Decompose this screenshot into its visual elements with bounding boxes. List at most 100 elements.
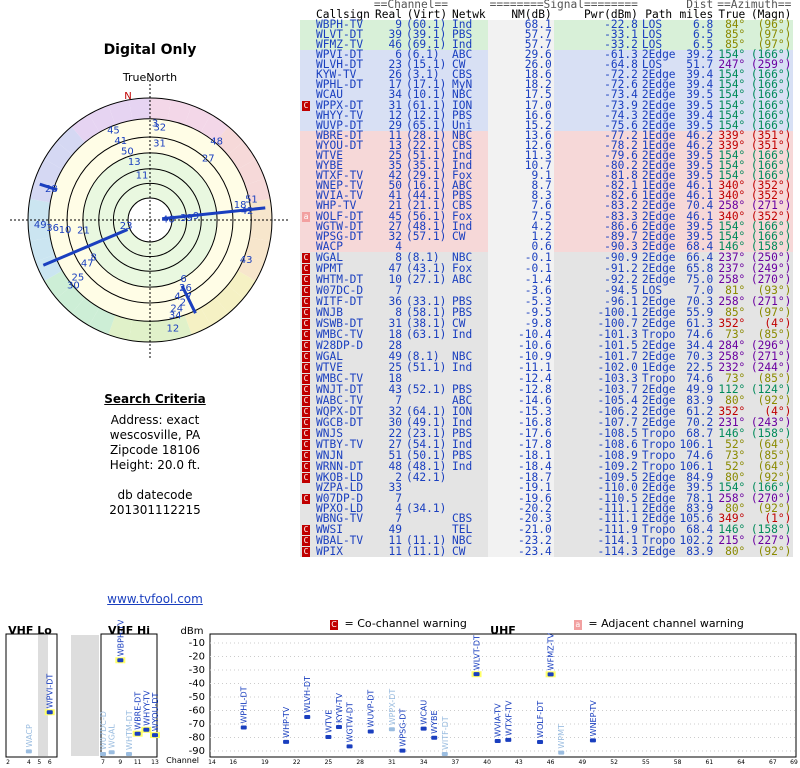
cell-dist: 68.4 bbox=[677, 241, 716, 252]
cell-netwk: PBS bbox=[449, 306, 488, 318]
table-row: C WPPX-DT 31 (61.1) ION 17.0 -73.9 2Edge 39.5 154… bbox=[300, 99, 794, 111]
cell-pwr: -74.3 bbox=[553, 110, 640, 121]
cell-callsign: WTVE bbox=[314, 361, 372, 373]
cell-marker: C bbox=[300, 439, 314, 450]
cell-real: 30 bbox=[371, 416, 404, 428]
cell-virt: (22.1) bbox=[403, 140, 450, 151]
cell-netwk: PBS bbox=[449, 110, 488, 121]
cell-netwk: CBS bbox=[449, 69, 488, 80]
cell-mag: (64°) bbox=[747, 438, 794, 450]
polar-station-label: 12 bbox=[166, 323, 179, 334]
adjacent-legend-icon: a bbox=[573, 620, 582, 630]
bar-mark-wpmt bbox=[558, 750, 565, 755]
cell-marker bbox=[300, 191, 314, 201]
cell-mag: (270°) bbox=[747, 492, 794, 504]
cell-nm: 1.2 bbox=[487, 231, 554, 242]
cell-marker bbox=[300, 161, 314, 171]
bar-mark-wphl-dt bbox=[240, 725, 247, 730]
cell-nm: 13.6 bbox=[487, 130, 554, 141]
cell-pwr: -103.7 bbox=[553, 383, 640, 395]
cell-pwr: -64.8 bbox=[553, 59, 640, 70]
polar-station-label: 32 bbox=[153, 123, 166, 134]
cell-callsign: WGAL bbox=[314, 251, 372, 263]
cell-marker: C bbox=[300, 252, 314, 263]
cell-nm: 12.6 bbox=[487, 140, 554, 151]
chart-panel-frame bbox=[5, 633, 58, 758]
cell-nm: 4.2 bbox=[487, 221, 554, 232]
adjacent-warning-icon: a bbox=[302, 212, 310, 222]
cochannel-warning-icon: C bbox=[302, 297, 310, 307]
y-unit-label: dBm bbox=[181, 626, 204, 637]
tvfool-link[interactable]: www.tvfool.com bbox=[107, 592, 203, 606]
table-row: C WBAL-TV 11 (11.1) NBC -23.2 -114.1 Tropo 102.2… bbox=[300, 534, 794, 546]
cell-pwr: -103.3 bbox=[553, 372, 640, 384]
cell-netwk: Fox bbox=[449, 262, 488, 274]
col-real: Real bbox=[375, 8, 402, 21]
cell-marker: C bbox=[300, 524, 314, 535]
cell-dist: 6.5 bbox=[677, 29, 716, 40]
cell-nm: -17.8 bbox=[487, 438, 554, 450]
cell-az: 154° bbox=[715, 221, 748, 232]
cell-nm: -3.6 bbox=[487, 284, 554, 296]
cell-path: 1Edge bbox=[639, 189, 678, 202]
x-tick-label: 31 bbox=[388, 759, 396, 766]
cell-path: 2Edge bbox=[639, 119, 678, 132]
bar-mark-wbre-dt bbox=[134, 731, 141, 736]
cell-az: 52° bbox=[715, 438, 748, 450]
polar-station-label: 45 bbox=[107, 126, 120, 137]
cell-virt: (61.1) bbox=[403, 99, 450, 111]
cell-dist: 6.5 bbox=[677, 39, 716, 50]
cell-virt: (57.1) bbox=[403, 231, 450, 242]
cell-pwr: -90.3 bbox=[553, 241, 640, 252]
table-row: WPSG-DT 32 (57.1) CW 1.2 -89.7 2Edge 39.5 154° (1… bbox=[300, 231, 794, 242]
cell-mag: (166°) bbox=[747, 231, 794, 242]
cell-netwk: Ind bbox=[449, 361, 488, 373]
cell-real: 23 bbox=[371, 59, 404, 70]
polar-station-label: 11 bbox=[136, 170, 149, 181]
table-row: WPXO-LD 4 (34.1) -20.2 -111.1 2Edge 83.9 80° (92… bbox=[300, 503, 794, 514]
cell-real: 25 bbox=[371, 361, 404, 373]
cell-real: 13 bbox=[371, 140, 404, 151]
cell-dist: 68.7 bbox=[677, 427, 716, 439]
cell-real: 31 bbox=[371, 317, 404, 329]
cell-dist: 70.3 bbox=[677, 350, 716, 362]
cell-virt bbox=[403, 373, 450, 384]
cell-pwr: -75.6 bbox=[553, 120, 640, 131]
cell-az: 258° bbox=[715, 273, 748, 285]
cell-pwr: -114.3 bbox=[553, 545, 640, 557]
cell-callsign: WPIX bbox=[314, 545, 372, 557]
cell-virt: (34.1) bbox=[403, 503, 450, 514]
cell-marker: C bbox=[300, 461, 314, 472]
cell-nm: 15.2 bbox=[487, 120, 554, 131]
cell-az: 154° bbox=[715, 170, 748, 181]
cell-callsign: WNJS bbox=[314, 427, 372, 439]
table-row: C WGAL 49 (8.1) NBC -10.9 -101.7 2Edge 70.3 258°(… bbox=[300, 350, 794, 362]
cell-real: 49 bbox=[371, 350, 404, 362]
cell-az: 154° bbox=[715, 110, 748, 121]
cell-az: 340° bbox=[715, 180, 748, 191]
col-magn: (Magn) bbox=[750, 8, 792, 21]
cell-callsign: WCAU bbox=[314, 89, 372, 100]
cell-pwr: -110.5 bbox=[553, 492, 640, 504]
cell-nm: 9.1 bbox=[487, 170, 554, 181]
cell-dist: 106.1 bbox=[677, 459, 716, 473]
cell-mag: (4°) bbox=[747, 405, 794, 417]
cell-real: 7 bbox=[371, 513, 404, 524]
x-tick-label: 43 bbox=[515, 759, 523, 766]
cell-netwk: Fox bbox=[449, 170, 488, 181]
cell-pwr: -77.2 bbox=[553, 130, 640, 141]
y-tick-label: -50 bbox=[189, 692, 205, 703]
cell-az: 154° bbox=[715, 49, 748, 60]
table-row: a WOLF-DT 45 (56.1) Fox 7.5 -83.3 2Edge 46.1 340°… bbox=[300, 210, 794, 222]
cell-mag: (351°) bbox=[747, 140, 794, 151]
cell-real: 22 bbox=[371, 427, 404, 439]
search-criteria-title: Search Criteria bbox=[104, 392, 206, 406]
cell-nm: -9.8 bbox=[487, 317, 554, 329]
x-tick-label: 58 bbox=[674, 759, 682, 766]
cell-netwk bbox=[449, 493, 488, 504]
cell-dist: 61.2 bbox=[677, 405, 716, 417]
cell-netwk: Ind bbox=[449, 221, 488, 232]
cochannel-warning-icon: C bbox=[302, 374, 310, 384]
cell-az: 247° bbox=[715, 59, 748, 70]
cell-dist: 66.4 bbox=[677, 251, 716, 263]
